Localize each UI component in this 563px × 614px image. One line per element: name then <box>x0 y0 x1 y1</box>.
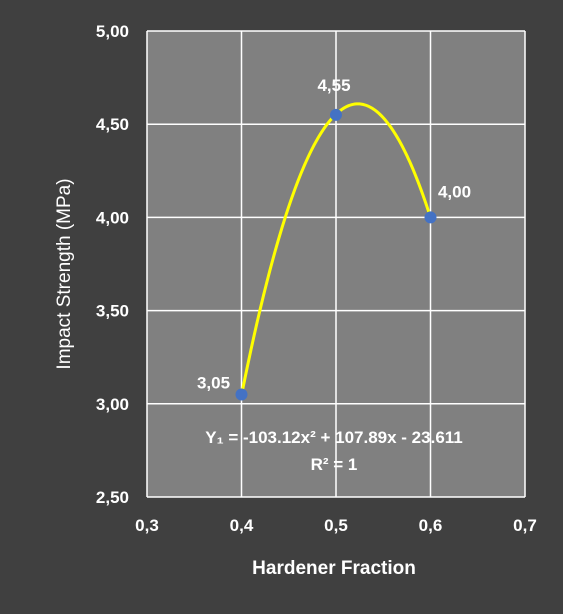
data-point <box>424 211 437 224</box>
y-tick-label: 3,50 <box>96 302 129 321</box>
trendline-r2: R² = 1 <box>311 455 358 474</box>
y-tick-label: 3,00 <box>96 395 129 414</box>
y-tick-label: 4,50 <box>96 115 129 134</box>
y-tick-label: 5,00 <box>96 22 129 41</box>
x-tick-label: 0,3 <box>135 516 159 535</box>
x-tick-label: 0,7 <box>513 516 537 535</box>
data-point <box>330 108 342 121</box>
data-label: 4,00 <box>438 182 471 201</box>
data-points: 3,05 4,55 4,00 <box>197 76 471 401</box>
data-label: 4,55 <box>317 76 350 95</box>
trendline-equation: Y₁ = -103.12x² + 107.89x - 23.611 <box>205 428 463 447</box>
y-tick-label: 2,50 <box>96 488 129 507</box>
x-tick-label: 0,4 <box>230 516 254 535</box>
y-tick-label: 4,00 <box>96 208 129 227</box>
data-label: 3,05 <box>197 373 230 392</box>
x-tick-label: 0,5 <box>324 516 348 535</box>
data-point <box>235 388 248 401</box>
x-axis-label: Hardener Fraction <box>252 558 416 579</box>
gridlines <box>147 30 526 497</box>
axes: 2,50 3,00 3,50 4,00 4,50 5,00 0,3 0,4 0,5 0,6 0,7 <box>96 22 537 535</box>
y-axis-label: Impact Strength (MPa) <box>54 178 75 369</box>
x-tick-label: 0,6 <box>419 516 443 535</box>
